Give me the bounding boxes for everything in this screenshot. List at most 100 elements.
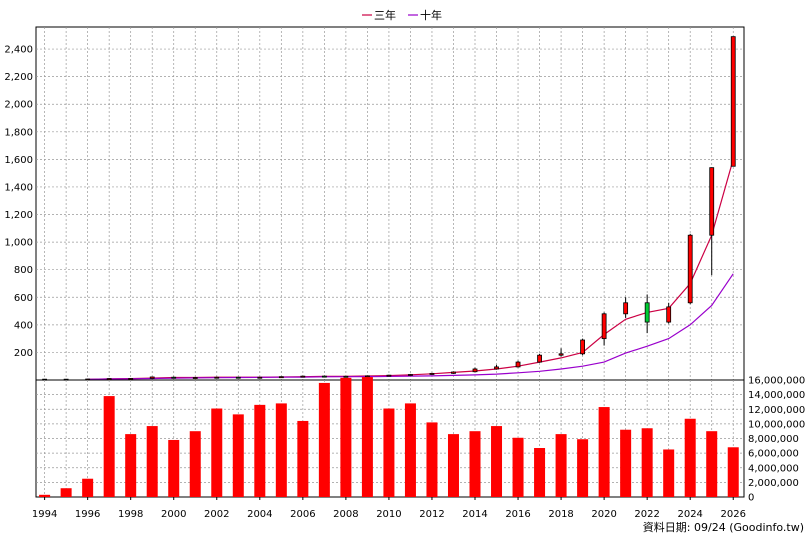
candle-body xyxy=(730,36,736,167)
volume-y-tick-label: 4,000,000 xyxy=(748,463,799,474)
candle-body xyxy=(429,372,435,375)
price-y-tick-label: 600 xyxy=(14,293,33,304)
volume-bar xyxy=(146,426,158,497)
candle-body xyxy=(580,339,586,355)
volume-bar xyxy=(641,428,653,497)
candle-body xyxy=(128,378,134,380)
candle-body xyxy=(149,376,155,379)
candle-body xyxy=(709,167,715,236)
volume-y-axis: 0 2,000,000 4,000,000 6,000,000 8,000,000 10,… xyxy=(748,376,805,504)
candle-body xyxy=(601,313,607,340)
candle-body xyxy=(257,376,263,379)
x-tick-label: 2018 xyxy=(548,509,573,520)
price-y-tick-label: 1,600 xyxy=(4,155,33,166)
price-y-tick-label: 1,400 xyxy=(4,182,33,193)
volume-bar xyxy=(340,377,352,497)
x-tick-label: 2006 xyxy=(290,509,315,520)
candle-body xyxy=(666,306,672,323)
volume-bar xyxy=(534,448,546,497)
price-grid xyxy=(36,27,744,380)
price-y-tick-label: 2,400 xyxy=(4,45,33,56)
candle-body xyxy=(321,375,327,378)
candle-body xyxy=(365,375,370,378)
x-tick-label: 1994 xyxy=(32,509,57,520)
volume-y-tick-label: 6,000,000 xyxy=(748,449,799,460)
volume-bar xyxy=(39,494,51,497)
candle-body xyxy=(192,377,198,379)
price-panel: 200 400 600 800 1,000 1,200 1,400 1,600 1,800 2,0… xyxy=(4,26,745,381)
candle-body xyxy=(408,374,413,376)
volume-bar xyxy=(361,377,373,497)
candle-body xyxy=(300,375,306,378)
volume-bar xyxy=(125,434,137,497)
candle-body xyxy=(343,375,349,378)
price-y-axis: 200 400 600 800 1,000 1,200 1,400 1,600 1,800 2,0… xyxy=(4,45,33,359)
volume-bar xyxy=(103,396,115,497)
x-tick-label: 2008 xyxy=(333,509,358,520)
candle-body xyxy=(171,376,177,379)
volume-y-tick-label: 2,000,000 xyxy=(748,478,799,489)
x-tick-label: 1998 xyxy=(118,509,143,520)
price-y-tick-label: 200 xyxy=(14,348,33,359)
candle-body xyxy=(623,302,629,315)
candlesticks xyxy=(42,36,736,381)
candle-body xyxy=(537,354,542,363)
volume-bar xyxy=(383,408,395,497)
volume-bar xyxy=(82,478,94,497)
x-axis: 1994 1996 1998 2000 2002 2004 2006 2008 2010 2012… xyxy=(32,497,746,520)
price-y-tick-label: 2,200 xyxy=(4,72,33,83)
x-tick-label: 2004 xyxy=(247,509,272,520)
volume-bar xyxy=(620,429,632,497)
volume-bar xyxy=(189,431,201,497)
volume-bar xyxy=(60,488,72,497)
data-date-footer: 資料日期: 09/24 (Goodinfo.tw) xyxy=(643,520,804,534)
volume-y-tick-label: 0 xyxy=(748,493,754,504)
candle-body xyxy=(644,302,650,323)
candle-body xyxy=(386,374,392,377)
x-tick-label: 2000 xyxy=(161,509,186,520)
candle-body xyxy=(515,361,521,368)
volume-bar xyxy=(254,404,266,497)
legend-label-10y: 十年 xyxy=(420,8,442,22)
price-y-tick-label: 1,200 xyxy=(4,210,33,221)
candle-body xyxy=(558,353,564,356)
volume-bar xyxy=(727,447,739,497)
x-tick-label: 2014 xyxy=(462,509,487,520)
candle-body xyxy=(687,234,693,304)
x-tick-label: 2026 xyxy=(721,509,746,520)
price-y-tick-label: 1,800 xyxy=(4,127,33,138)
x-tick-label: 2012 xyxy=(419,509,444,520)
volume-y-tick-label: 10,000,000 xyxy=(748,419,805,430)
volume-bar xyxy=(512,437,524,497)
volume-bar xyxy=(297,420,309,497)
volume-y-tick-label: 12,000,000 xyxy=(748,405,805,416)
x-tick-label: 2022 xyxy=(634,509,659,520)
x-tick-label: 1996 xyxy=(75,509,100,520)
volume-bar xyxy=(168,439,180,497)
volume-bar xyxy=(663,449,675,497)
candle-body xyxy=(214,376,220,379)
volume-bar xyxy=(598,407,610,497)
legend-label-3y: 三年 xyxy=(374,8,396,22)
volume-bar xyxy=(318,382,330,497)
volume-bar xyxy=(275,403,287,497)
candle-body xyxy=(472,368,478,373)
volume-bars xyxy=(39,377,739,497)
volume-y-tick-label: 14,000,000 xyxy=(748,390,805,401)
x-tick-label: 2024 xyxy=(677,509,702,520)
x-tick-label: 2016 xyxy=(505,509,530,520)
volume-bar xyxy=(469,431,481,497)
volume-bar xyxy=(232,414,244,497)
volume-panel: 0 2,000,000 4,000,000 6,000,000 8,000,000 10,… xyxy=(32,376,805,521)
price-y-tick-label: 2,000 xyxy=(4,100,33,111)
volume-bar xyxy=(404,403,416,497)
volume-bar xyxy=(426,422,438,497)
x-tick-label: 2010 xyxy=(376,509,401,520)
volume-bar xyxy=(577,439,589,497)
candle-body xyxy=(451,371,456,374)
volume-y-tick-label: 16,000,000 xyxy=(748,376,805,387)
volume-bar xyxy=(447,434,459,497)
price-y-tick-label: 1,000 xyxy=(4,238,33,249)
price-y-tick-label: 800 xyxy=(14,265,33,276)
